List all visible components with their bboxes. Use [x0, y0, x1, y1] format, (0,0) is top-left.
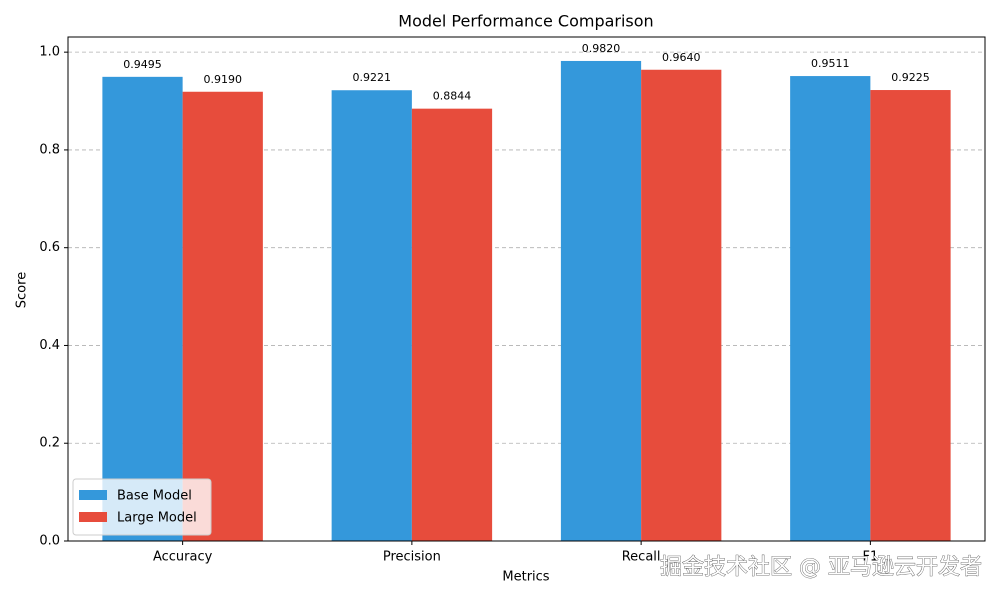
bar	[560, 60, 642, 542]
value-label: 0.8844	[433, 90, 472, 103]
legend-box	[72, 478, 212, 536]
value-label: 0.9511	[811, 57, 850, 70]
x-axis-label: Metrics	[502, 570, 549, 585]
plot-frame	[67, 36, 986, 542]
y-tick-label: 0.0	[39, 534, 60, 549]
x-tick-label: Recall	[622, 550, 661, 565]
legend-swatch	[79, 512, 107, 522]
bar	[182, 91, 263, 541]
y-tick-label: 0.8	[39, 142, 60, 157]
y-axis-label: Score	[15, 272, 30, 308]
y-tick-label: 0.4	[39, 338, 60, 353]
chart-title: Model Performance Comparison	[398, 12, 653, 31]
bar	[411, 108, 493, 541]
value-label: 0.9221	[353, 71, 392, 84]
legend-swatch	[79, 490, 107, 500]
value-label: 0.9190	[203, 73, 242, 86]
bar	[641, 69, 722, 541]
bar	[790, 76, 871, 541]
bar	[331, 90, 412, 542]
legend-label: Base Model	[117, 489, 192, 504]
x-tick-label: F1	[863, 550, 879, 565]
legend-label: Large Model	[117, 511, 197, 526]
y-tick-label: 0.6	[39, 240, 60, 255]
bar	[102, 76, 183, 541]
x-tick-label: Accuracy	[153, 550, 213, 565]
x-tick-label: Precision	[383, 550, 441, 565]
y-tick-label: 0.2	[39, 436, 60, 451]
bar	[870, 90, 951, 541]
value-label: 0.9495	[123, 58, 162, 71]
value-label: 0.9820	[582, 42, 621, 55]
value-label: 0.9225	[891, 71, 930, 84]
value-label: 0.9640	[662, 51, 701, 64]
watermark: 掘金技术社区 @ 亚马逊云开发者	[660, 555, 982, 580]
y-tick-label: 1.0	[39, 45, 60, 60]
